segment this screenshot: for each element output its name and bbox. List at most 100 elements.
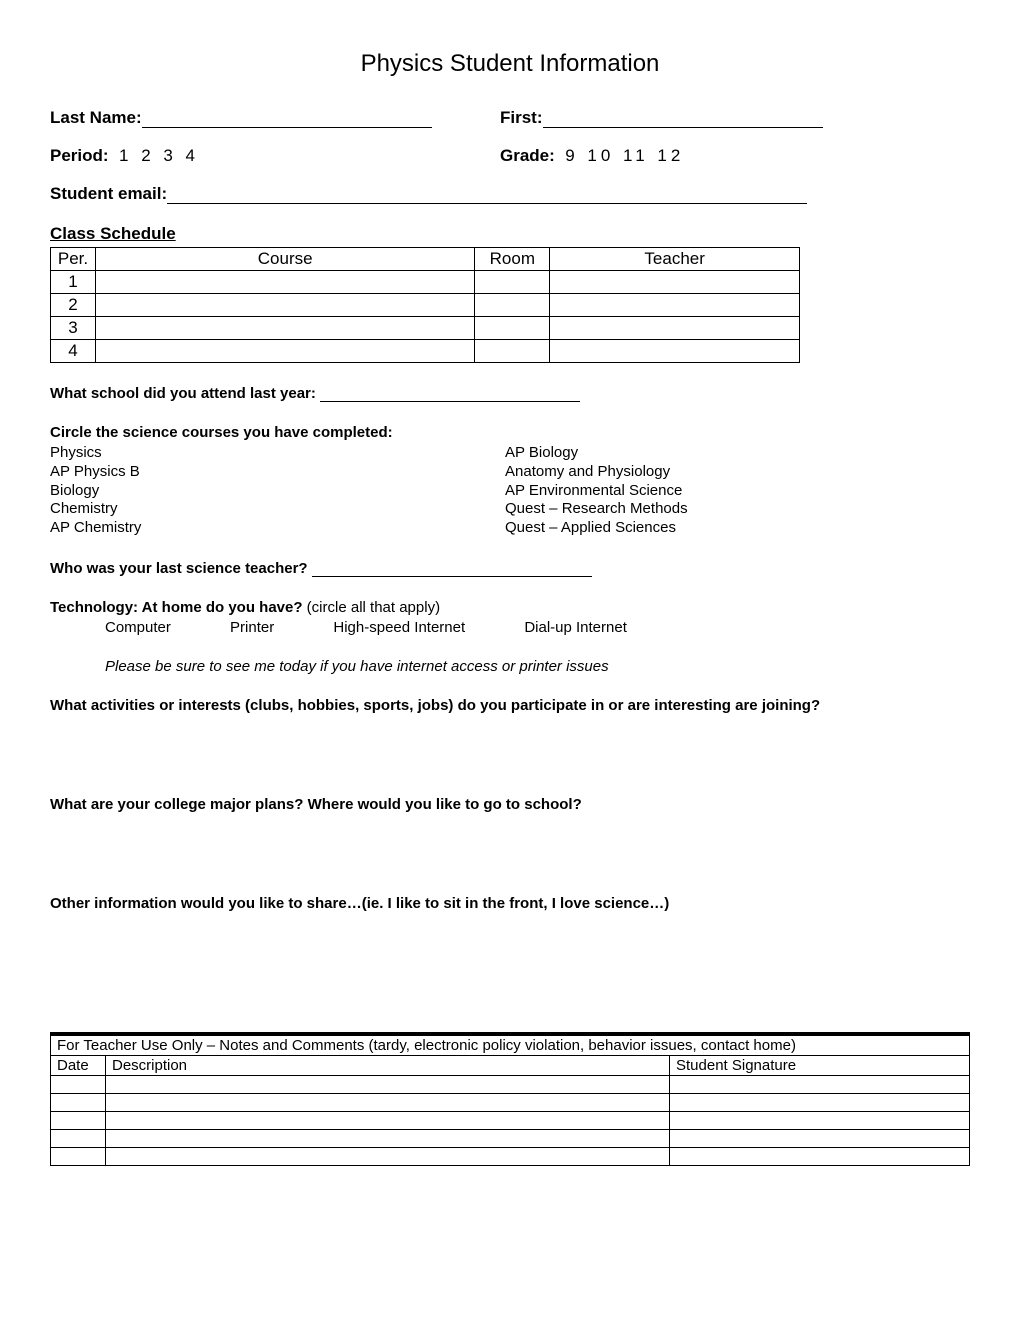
per-cell: 3	[51, 317, 96, 340]
college-question: What are your college major plans? Where…	[50, 796, 970, 813]
teacher-date-cell[interactable]	[51, 1093, 106, 1111]
room-cell[interactable]	[475, 294, 550, 317]
email-row: Student email:	[50, 184, 970, 204]
course-option[interactable]: Quest – Applied Sciences	[505, 519, 970, 538]
grade-label: Grade:	[500, 146, 555, 165]
last-teacher-blank[interactable]	[312, 576, 592, 577]
course-option[interactable]: AP Environmental Science	[505, 482, 970, 501]
room-cell[interactable]	[475, 317, 550, 340]
room-cell[interactable]	[475, 340, 550, 363]
courses-list: Physics AP Physics B Biology Chemistry A…	[50, 444, 970, 538]
grade-options[interactable]: 9 10 11 12	[565, 146, 684, 165]
teacher-desc-cell[interactable]	[106, 1147, 670, 1165]
teacher-sig-cell[interactable]	[670, 1111, 970, 1129]
teacher-sig-cell[interactable]	[670, 1075, 970, 1093]
course-option[interactable]: Chemistry	[50, 500, 505, 519]
first-name-label: First:	[500, 108, 543, 127]
teacher-desc-cell[interactable]	[106, 1075, 670, 1093]
teacher-desc-cell[interactable]	[106, 1093, 670, 1111]
internet-note: Please be sure to see me today if you ha…	[50, 658, 970, 675]
course-option[interactable]: AP Physics B	[50, 463, 505, 482]
teacher-cell[interactable]	[550, 317, 800, 340]
schedule-col-per: Per.	[51, 248, 96, 271]
schedule-table: Per. Course Room Teacher 1 2 3 4	[50, 247, 800, 363]
schedule-col-course: Course	[95, 248, 474, 271]
last-school-blank[interactable]	[320, 401, 580, 402]
per-cell: 1	[51, 271, 96, 294]
course-option[interactable]: AP Chemistry	[50, 519, 505, 538]
room-cell[interactable]	[475, 271, 550, 294]
tech-option[interactable]: Dial-up Internet	[524, 619, 627, 636]
last-school-question: What school did you attend last year:	[50, 385, 970, 402]
schedule-heading: Class Schedule	[50, 224, 970, 244]
teacher-header: For Teacher Use Only – Notes and Comment…	[51, 1035, 970, 1055]
circle-courses-label: Circle the science courses you have comp…	[50, 424, 970, 441]
last-name-blank[interactable]	[142, 127, 432, 128]
technology-question: Technology: At home do you have? (circle…	[50, 599, 970, 616]
last-teacher-label: Who was your last science teacher?	[50, 560, 308, 577]
teacher-header-row: For Teacher Use Only – Notes and Comment…	[51, 1035, 970, 1055]
schedule-col-room: Room	[475, 248, 550, 271]
page-title: Physics Student Information	[50, 50, 970, 78]
schedule-header-row: Per. Course Room Teacher	[51, 248, 800, 271]
teacher-row	[51, 1147, 970, 1165]
period-grade-row: Period: 1 2 3 4 Grade: 9 10 11 12	[50, 146, 970, 166]
per-cell: 2	[51, 294, 96, 317]
course-option[interactable]: Anatomy and Physiology	[505, 463, 970, 482]
email-blank[interactable]	[167, 184, 807, 204]
teacher-date-cell[interactable]	[51, 1129, 106, 1147]
teacher-sig-cell[interactable]	[670, 1093, 970, 1111]
other-question: Other information would you like to shar…	[50, 895, 970, 912]
technology-label: Technology: At home do you have?	[50, 599, 303, 616]
schedule-row: 2	[51, 294, 800, 317]
teacher-table: For Teacher Use Only – Notes and Comment…	[50, 1035, 970, 1166]
activities-blank[interactable]	[50, 714, 970, 774]
teacher-cell[interactable]	[550, 271, 800, 294]
teacher-row	[51, 1075, 970, 1093]
tech-option[interactable]: Printer	[230, 619, 274, 636]
tech-option[interactable]: Computer	[105, 619, 171, 636]
college-blank[interactable]	[50, 813, 970, 873]
course-option[interactable]: Physics	[50, 444, 505, 463]
last-name-label: Last Name:	[50, 108, 142, 127]
course-cell[interactable]	[95, 340, 474, 363]
teacher-row	[51, 1093, 970, 1111]
course-cell[interactable]	[95, 271, 474, 294]
activities-question: What activities or interests (clubs, hob…	[50, 697, 970, 714]
period-options[interactable]: 1 2 3 4	[119, 146, 199, 165]
teacher-cell[interactable]	[550, 340, 800, 363]
schedule-row: 1	[51, 271, 800, 294]
schedule-row: 4	[51, 340, 800, 363]
per-cell: 4	[51, 340, 96, 363]
course-option[interactable]: Quest – Research Methods	[505, 500, 970, 519]
teacher-col-date: Date	[51, 1055, 106, 1075]
teacher-row	[51, 1111, 970, 1129]
teacher-sig-cell[interactable]	[670, 1129, 970, 1147]
first-name-blank[interactable]	[543, 127, 823, 128]
teacher-desc-cell[interactable]	[106, 1129, 670, 1147]
course-cell[interactable]	[95, 294, 474, 317]
teacher-desc-cell[interactable]	[106, 1111, 670, 1129]
teacher-date-cell[interactable]	[51, 1075, 106, 1093]
teacher-sig-cell[interactable]	[670, 1147, 970, 1165]
course-option[interactable]: Biology	[50, 482, 505, 501]
teacher-date-cell[interactable]	[51, 1111, 106, 1129]
course-cell[interactable]	[95, 317, 474, 340]
name-row: Last Name: First:	[50, 108, 970, 128]
teacher-cell[interactable]	[550, 294, 800, 317]
period-label: Period:	[50, 146, 109, 165]
email-label: Student email:	[50, 184, 167, 204]
teacher-date-cell[interactable]	[51, 1147, 106, 1165]
course-option[interactable]: AP Biology	[505, 444, 970, 463]
teacher-row	[51, 1129, 970, 1147]
schedule-col-teacher: Teacher	[550, 248, 800, 271]
schedule-row: 3	[51, 317, 800, 340]
technology-hint: (circle all that apply)	[303, 599, 441, 616]
last-teacher-question: Who was your last science teacher?	[50, 560, 970, 577]
teacher-columns-row: Date Description Student Signature	[51, 1055, 970, 1075]
teacher-col-sig: Student Signature	[670, 1055, 970, 1075]
last-school-label: What school did you attend last year:	[50, 385, 316, 402]
tech-option[interactable]: High-speed Internet	[333, 619, 465, 636]
tech-options: Computer Printer High-speed Internet Dia…	[50, 619, 970, 636]
teacher-section: For Teacher Use Only – Notes and Comment…	[50, 1032, 970, 1166]
